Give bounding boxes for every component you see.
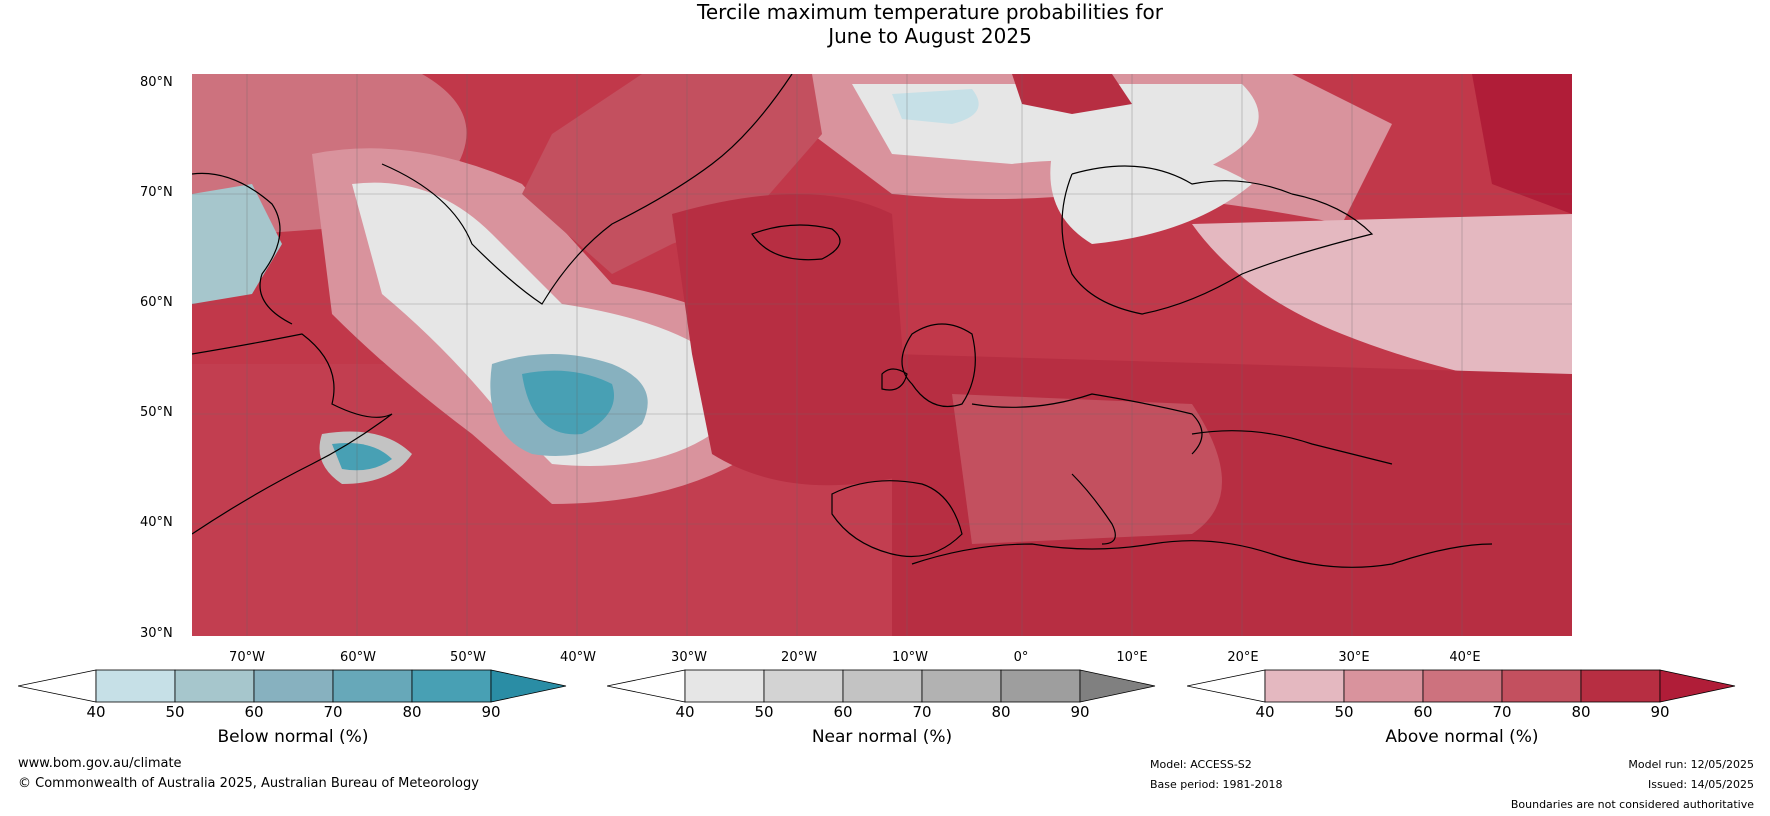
below-normal-swatch-50 — [174, 669, 255, 703]
above-normal-70-europe — [952, 394, 1222, 544]
above-normal-swatch-90 — [1659, 669, 1736, 703]
lon-label-60w: 60°W — [340, 650, 376, 665]
lat-label-80: 80°N — [140, 75, 173, 90]
lon-label-10e: 10°E — [1116, 650, 1148, 665]
lon-label-30e: 30°E — [1338, 650, 1370, 665]
below-tick-80: 80 — [402, 703, 422, 721]
below-tick-60: 60 — [244, 703, 264, 721]
mediterranean-south — [911, 540, 1493, 568]
above-tick-70: 70 — [1492, 703, 1512, 721]
below-normal-swatch-70 — [332, 669, 413, 703]
below-tick-70: 70 — [323, 703, 343, 721]
north-europe-coast — [971, 393, 1203, 455]
below-normal-arctic — [892, 89, 979, 124]
ireland — [881, 368, 908, 391]
greenland-coast — [381, 74, 793, 305]
lon-label-50w: 50°W — [450, 650, 486, 665]
above-normal-swatch-50 — [1343, 669, 1424, 703]
british-isles — [901, 323, 976, 408]
above-normal-lower-extend — [1187, 669, 1266, 703]
labrador-coast — [192, 333, 393, 535]
probability-map — [192, 74, 1572, 636]
lon-label-30w: 30°W — [671, 650, 707, 665]
italy — [1071, 473, 1116, 545]
above-normal-label: Above normal (%) — [1385, 727, 1539, 747]
colorbar-near-normal — [607, 669, 1156, 703]
near-normal-swatch-40 — [684, 669, 765, 703]
lat-label-30: 30°N — [140, 626, 173, 641]
website-link[interactable]: www.bom.gov.au/climate — [18, 756, 182, 771]
near-normal-scandinavia — [1050, 148, 1252, 244]
above-normal-greenland — [522, 74, 822, 274]
below-normal-label: Below normal (%) — [217, 727, 369, 747]
lat-label-50: 50°N — [140, 405, 173, 420]
below-tick-40: 40 — [86, 703, 106, 721]
model-text: Model: ACCESS-S2 — [1150, 758, 1252, 771]
above-normal-90-ne — [1472, 74, 1572, 214]
near-normal-swatch-80 — [1000, 669, 1081, 703]
iberia-coast — [831, 480, 963, 558]
near-tick-40: 40 — [675, 703, 695, 721]
title-line-2: June to August 2025 — [828, 24, 1032, 48]
colorbar-above-normal — [1187, 669, 1736, 703]
near-normal-lower-extend — [607, 669, 686, 703]
lon-label-20w: 20°W — [781, 650, 817, 665]
near-normal-swatch-70 — [921, 669, 1002, 703]
colorbar-below-normal — [18, 669, 567, 703]
map-canvas — [192, 74, 1572, 636]
below-normal-newfoundland — [332, 443, 392, 471]
below-normal-swatch-80 — [411, 669, 492, 703]
below-normal-swatch-40 — [95, 669, 176, 703]
above-tick-60: 60 — [1413, 703, 1433, 721]
iceland-coast — [751, 224, 841, 261]
lon-label-10w: 10°W — [892, 650, 928, 665]
baffin-coast — [192, 172, 293, 325]
issued-text: Issued: 14/05/2025 — [1647, 778, 1754, 791]
below-normal-baffin — [192, 184, 282, 304]
scandinavia-coast — [1061, 165, 1374, 315]
copyright-text: © Commonwealth of Australia 2025, Austra… — [18, 776, 479, 791]
model-run-text: Model run: 12/05/2025 — [1628, 758, 1754, 771]
lat-label-60: 60°N — [140, 295, 173, 310]
above-normal-swatch-60 — [1422, 669, 1503, 703]
above-normal-swatch-80 — [1580, 669, 1661, 703]
below-normal-swatch-60 — [253, 669, 334, 703]
title-line-1: Tercile maximum temperature probabilitie… — [697, 0, 1163, 24]
below-tick-90: 90 — [481, 703, 501, 721]
near-normal-label: Near normal (%) — [811, 727, 953, 747]
above-normal-80-atlantic — [672, 194, 912, 486]
base-period-text: Base period: 1981-2018 — [1150, 778, 1283, 791]
above-tick-90: 90 — [1650, 703, 1670, 721]
above-tick-80: 80 — [1571, 703, 1591, 721]
near-tick-80: 80 — [991, 703, 1011, 721]
above-tick-40: 40 — [1255, 703, 1275, 721]
near-normal-swatch-60 — [842, 669, 923, 703]
lon-label-70w: 70°W — [229, 650, 265, 665]
below-normal-lower-extend — [18, 669, 97, 703]
map-title: Tercile maximum temperature probabilitie… — [0, 0, 1770, 48]
near-tick-60: 60 — [833, 703, 853, 721]
lon-label-40e: 40°E — [1449, 650, 1481, 665]
near-tick-70: 70 — [912, 703, 932, 721]
near-tick-50: 50 — [754, 703, 774, 721]
black-sea-coast — [1191, 430, 1393, 465]
near-tick-90: 90 — [1070, 703, 1090, 721]
lon-label-20e: 20°E — [1227, 650, 1259, 665]
near-normal-swatch-90 — [1079, 669, 1156, 703]
lat-label-40: 40°N — [140, 515, 173, 530]
above-tick-50: 50 — [1334, 703, 1354, 721]
above-normal-swatch-70 — [1501, 669, 1582, 703]
below-normal-core — [522, 370, 614, 435]
above-normal-svalbard — [1012, 74, 1132, 114]
above-normal-swatch-40 — [1264, 669, 1345, 703]
near-normal-swatch-50 — [763, 669, 844, 703]
lon-label-40w: 40°W — [560, 650, 596, 665]
disclaimer-text: Boundaries are not considered authoritat… — [1510, 798, 1754, 811]
coastlines — [192, 74, 1493, 568]
lat-label-70: 70°N — [140, 185, 173, 200]
lon-label-0: 0° — [1013, 650, 1029, 665]
below-tick-50: 50 — [165, 703, 185, 721]
below-normal-swatch-90 — [490, 669, 567, 703]
graticule — [192, 74, 1572, 636]
